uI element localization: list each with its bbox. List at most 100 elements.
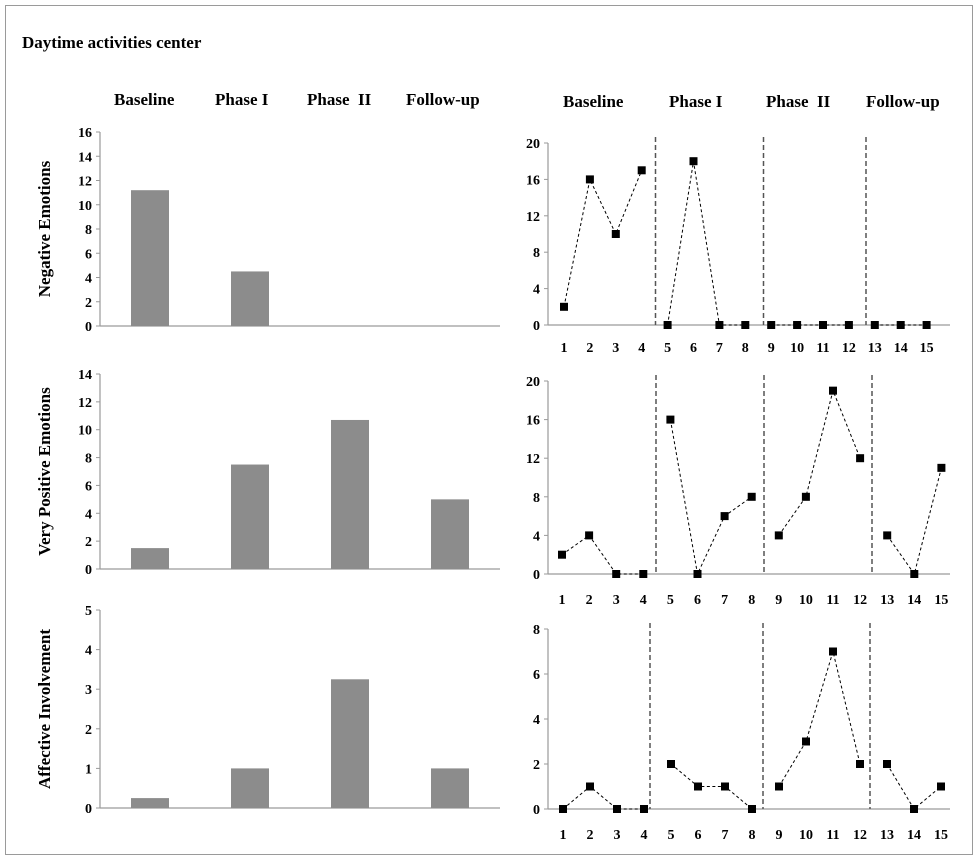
x-tick-label: 1 <box>561 341 568 356</box>
right-phase-label-phase-1: Phase I <box>669 92 723 111</box>
series-line <box>778 649 861 787</box>
data-point-14 <box>910 805 918 813</box>
left-phase-label-phase-1: Phase I <box>215 90 269 109</box>
x-tick-label: 6 <box>695 828 702 843</box>
y-tick-label: 6 <box>85 479 92 494</box>
series-line <box>563 170 643 307</box>
y-tick-label: 5 <box>85 604 92 619</box>
x-tick-label: 1 <box>560 828 567 843</box>
series-line <box>669 419 752 576</box>
y-tick-label: 4 <box>533 713 540 728</box>
x-tick-label: 9 <box>776 828 783 843</box>
y-tick-label: 12 <box>526 210 540 225</box>
y-tick-label: 8 <box>533 491 540 506</box>
data-point-9 <box>775 782 783 791</box>
series-line <box>561 534 644 575</box>
y-tick-label: 14 <box>78 150 92 165</box>
data-point-15 <box>937 782 945 791</box>
x-tick-label: 7 <box>721 593 728 608</box>
y-tick-label: 2 <box>85 535 92 550</box>
bar-panel-involvement-bar: 0 1 2 3 4 5 Affective Involvement <box>35 604 500 817</box>
x-tick-label: 7 <box>722 828 729 843</box>
bar-2 <box>231 271 269 326</box>
y-axis-label: Very Positive Emotions <box>35 387 54 556</box>
y-tick-label: 12 <box>526 452 540 467</box>
data-point-13 <box>870 321 879 329</box>
x-tick-label: 2 <box>586 593 593 608</box>
x-tick-label: 15 <box>934 593 948 608</box>
data-point-2 <box>585 531 594 540</box>
data-point-15 <box>937 463 946 472</box>
y-tick-label: 4 <box>85 507 92 522</box>
x-tick-label: 10 <box>790 341 804 356</box>
x-tick-label: 10 <box>799 593 813 608</box>
bar-1 <box>131 798 169 808</box>
data-point-7 <box>715 321 724 329</box>
left-phase-label-follow-up: Follow-up <box>406 90 480 109</box>
data-point-7 <box>721 782 729 791</box>
x-tick-label: 15 <box>920 341 934 356</box>
data-point-1 <box>559 805 567 813</box>
x-tick-label: 14 <box>907 828 921 843</box>
x-tick-label: 14 <box>894 341 908 356</box>
x-tick-label: 3 <box>614 828 621 843</box>
bar-3 <box>331 419 369 569</box>
data-point-7 <box>720 512 729 521</box>
bar-panel-positive-bar: 0 2 4 6 8 10 12 14 Very Positive Emotions <box>35 368 500 578</box>
y-axis-label: Negative Emotions <box>35 160 54 297</box>
x-tick-label: 2 <box>586 341 593 356</box>
x-tick-label: 8 <box>742 341 749 356</box>
data-point-5 <box>663 321 672 329</box>
y-tick-label: 4 <box>533 529 540 544</box>
bar-4 <box>431 499 469 569</box>
y-tick-label: 8 <box>533 623 540 638</box>
y-tick-label: 6 <box>85 247 92 262</box>
x-tick-label: 11 <box>816 341 829 356</box>
x-tick-label: 12 <box>853 828 867 843</box>
data-point-11 <box>819 321 827 329</box>
x-tick-label: 2 <box>587 828 594 843</box>
series-line <box>667 161 746 326</box>
x-tick-label: 5 <box>664 341 671 356</box>
y-tick-label: 0 <box>533 319 540 334</box>
x-tick-label: 13 <box>880 828 894 843</box>
y-tick-label: 20 <box>526 137 540 152</box>
bar-3 <box>331 679 369 808</box>
data-point-12 <box>856 760 864 768</box>
x-tick-label: 8 <box>749 828 756 843</box>
data-point-1 <box>558 550 566 559</box>
data-point-14 <box>896 321 905 329</box>
data-point-9 <box>767 321 776 329</box>
data-point-6 <box>693 570 702 578</box>
data-point-10 <box>793 321 802 329</box>
x-tick-label: 14 <box>907 593 921 608</box>
y-tick-label: 0 <box>85 320 92 335</box>
bar-panel-negative-bar: 0 2 4 6 8 10 12 14 16 Negative Emotions <box>35 126 500 335</box>
bar-4 <box>431 768 469 808</box>
data-point-4 <box>637 166 646 175</box>
y-tick-label: 12 <box>78 396 92 411</box>
x-tick-label: 6 <box>694 593 701 608</box>
x-tick-label: 12 <box>842 341 856 356</box>
y-tick-label: 16 <box>78 126 92 141</box>
data-point-6 <box>689 157 698 166</box>
x-tick-label: 4 <box>641 828 648 843</box>
y-tick-label: 4 <box>85 644 92 659</box>
figure-frame <box>5 5 973 855</box>
data-point-1 <box>560 302 568 311</box>
x-tick-label: 12 <box>853 593 867 608</box>
data-point-8 <box>747 492 756 501</box>
bar-1 <box>131 548 169 569</box>
y-tick-label: 0 <box>85 563 92 578</box>
series-line <box>778 388 861 536</box>
x-tick-label: 11 <box>826 828 839 843</box>
data-point-13 <box>883 531 892 540</box>
data-point-11 <box>829 386 837 395</box>
data-point-4 <box>640 805 648 813</box>
left-phase-label-baseline: Baseline <box>114 90 175 109</box>
y-tick-label: 2 <box>85 296 92 311</box>
y-tick-label: 0 <box>533 568 540 583</box>
